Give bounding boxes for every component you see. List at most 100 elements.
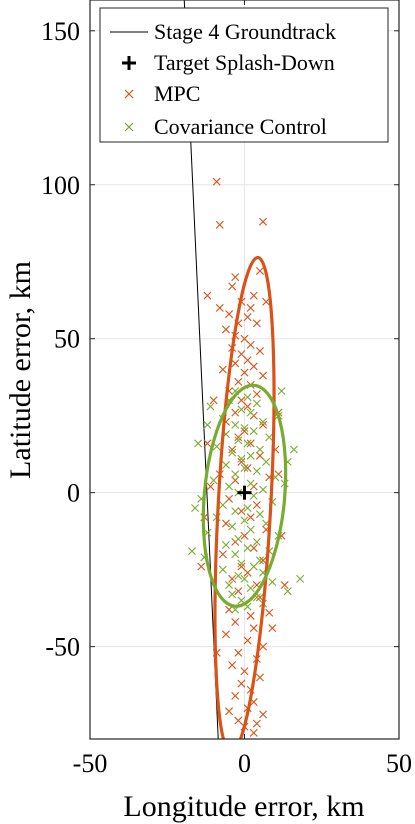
mpc-point: [240, 334, 249, 343]
covariance-control-point: [237, 405, 246, 414]
y-tick-label: -50: [45, 633, 80, 662]
mpc-point: [243, 464, 252, 473]
mpc-point: [218, 365, 227, 374]
covariance-control-point: [246, 584, 255, 593]
mpc-point: [259, 371, 268, 380]
covariance-control-point: [243, 393, 252, 402]
mpc-point: [228, 445, 237, 454]
covariance-control-point: [296, 574, 305, 583]
x-tick-label: 0: [238, 749, 251, 778]
mpc-point: [234, 377, 243, 386]
legend: Stage 4 Groundtrack Target Splash-Down M…: [99, 7, 389, 143]
mpc-point: [225, 605, 234, 614]
mpc-point: [255, 673, 264, 682]
mpc-point: [246, 439, 255, 448]
covariance-control-point: [206, 402, 215, 411]
target-splashdown-marker: [237, 485, 252, 500]
legend-mpc-label: MPC: [154, 81, 200, 106]
covariance-control-point: [249, 562, 258, 571]
mpc-point: [252, 319, 261, 328]
mpc-point: [231, 691, 240, 700]
mpc-point: [252, 500, 261, 509]
covariance-control-point: [255, 445, 264, 454]
x-tick-label: -50: [73, 749, 108, 778]
covariance-control-point: [243, 544, 252, 553]
mpc-point: [237, 562, 246, 571]
mpc-point: [265, 608, 274, 617]
mpc-point: [234, 433, 243, 442]
covariance-control-point: [243, 439, 252, 448]
covariance-control-point: [249, 427, 258, 436]
covariance-control-point: [237, 559, 246, 568]
mpc-point: [209, 396, 218, 405]
mpc-point: [237, 679, 246, 688]
covariance-control-point: [194, 439, 203, 448]
mpc-point: [249, 624, 258, 633]
mpc-point: [262, 297, 271, 306]
legend-target-label: Target Splash-Down: [154, 50, 335, 75]
mpc-point: [225, 494, 234, 503]
covariance-control-point: [225, 581, 234, 590]
mpc-point: [240, 368, 249, 377]
covariance-control-point: [221, 541, 230, 550]
mpc-point: [259, 217, 268, 226]
mpc-point: [231, 273, 240, 282]
mpc-point: [228, 282, 237, 291]
covariance-control-point: [218, 565, 227, 574]
mpc-point: [237, 350, 246, 359]
mpc-point: [246, 611, 255, 620]
mpc-point: [228, 574, 237, 583]
mpc-point: [237, 396, 246, 405]
confidence-ellipses: [201, 255, 288, 739]
covariance-control-point: [240, 424, 249, 432]
covariance-control-point: [283, 587, 292, 596]
mpc-point: [259, 420, 268, 429]
covariance-control-point: [246, 479, 255, 488]
mpc-point: [252, 719, 261, 728]
legend-target-swatch: [122, 56, 136, 70]
x-tick-label: 50: [386, 749, 412, 778]
y-tick-label: 0: [67, 479, 80, 508]
covariance-control-point: [225, 482, 234, 491]
mpc-point: [231, 359, 240, 368]
y-tick-label: 50: [54, 325, 80, 354]
mpc-point: [246, 513, 255, 522]
mpc-point: [243, 402, 252, 411]
y-axis-label: Latitude error, km: [4, 261, 37, 479]
covariance-control-point: [252, 399, 261, 408]
mpc-point: [237, 507, 246, 516]
covariance-control-point: [246, 451, 255, 460]
mpc-point: [234, 587, 243, 596]
mpc-point: [206, 482, 215, 491]
y-tick-label: 100: [41, 171, 80, 200]
mpc-point: [228, 661, 237, 670]
covariance-control-point: [259, 485, 268, 494]
target-layer: [237, 485, 252, 500]
mpc-point: [240, 531, 249, 540]
mpc-point: [252, 390, 261, 399]
mpc-point: [243, 356, 252, 365]
mpc-point: [249, 544, 258, 553]
covariance-control-point: [252, 537, 261, 546]
covariance-control-point: [221, 460, 230, 469]
covariance-control-point: [277, 387, 286, 396]
mpc-point: [218, 550, 227, 559]
mpc-point: [243, 313, 252, 322]
covariance-control-point: [228, 522, 237, 531]
mpc-point: [255, 451, 264, 460]
covariance-control-point: [265, 433, 274, 442]
covariance-control-point: [203, 420, 212, 429]
covariance-control-point: [231, 550, 240, 559]
covariance-control-point: [243, 504, 252, 513]
mpc-point: [231, 476, 240, 485]
covariance-control-point: [231, 420, 240, 429]
mpc-point: [259, 710, 268, 719]
covariance-control-points: [187, 387, 305, 614]
mpc-point: [231, 618, 240, 626]
covariance-control-point: [228, 590, 237, 599]
covariance-control-point: [240, 464, 249, 473]
covariance-control-point: [234, 534, 243, 543]
covariance-control-point: [237, 454, 246, 463]
mpc-point: [203, 439, 212, 448]
